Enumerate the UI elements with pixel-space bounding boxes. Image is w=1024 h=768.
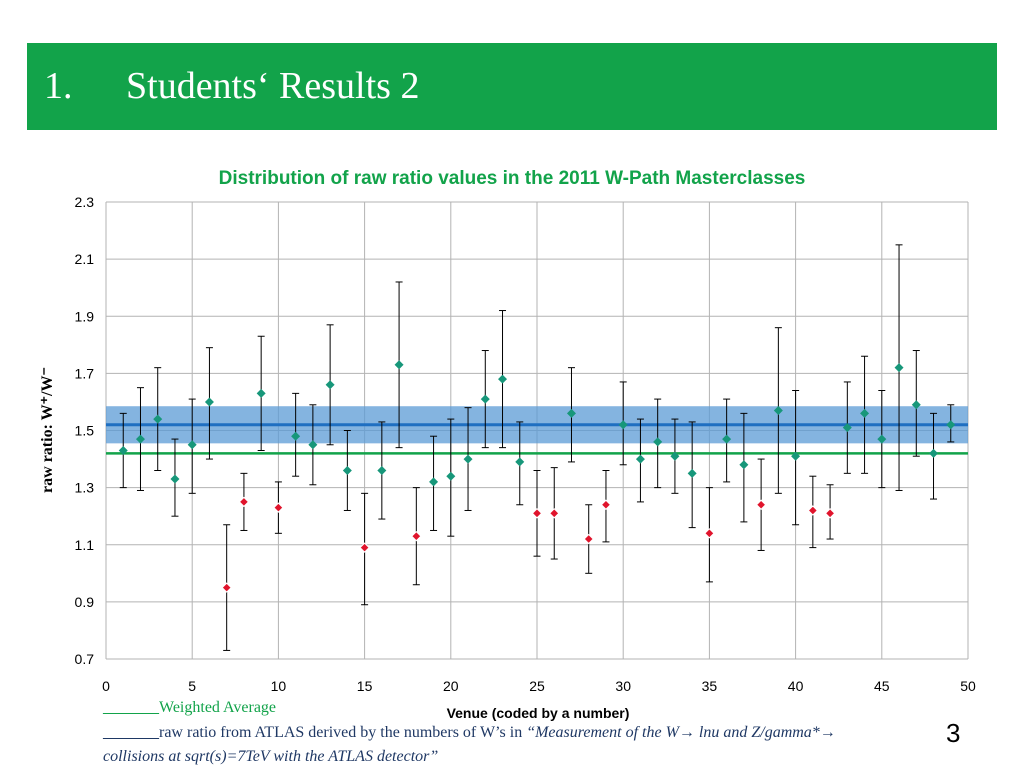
low-result-marker <box>359 542 370 553</box>
y-tick-label: 1.1 <box>75 537 95 553</box>
student-result-marker <box>187 440 197 450</box>
student-result-marker <box>842 423 852 433</box>
low-result-marker <box>704 528 715 539</box>
y-tick-label: 0.7 <box>75 651 95 667</box>
student-result-marker <box>946 420 956 430</box>
x-tick-label: 5 <box>188 678 196 694</box>
low-result-marker <box>411 530 422 542</box>
low-result-marker <box>531 508 543 519</box>
tick-labels: 0.7 0.9 1.1 1.3 1.5 1.7 1.9 2.1 2.3 0 5 10 15 20 25 30 3… <box>75 194 976 694</box>
low-result-marker <box>549 508 560 519</box>
student-result-marker <box>687 468 697 478</box>
student-result-marker <box>670 451 680 461</box>
student-result-marker <box>377 465 387 475</box>
y-tick-label: 1.3 <box>75 480 95 496</box>
low-result-marker <box>600 499 612 510</box>
page-number: 3 <box>946 718 961 748</box>
student-result-marker <box>929 448 939 458</box>
x-axis-label: Venue (coded by a number) <box>447 705 630 721</box>
student-result-marker <box>739 460 749 470</box>
x-tick-label: 25 <box>529 678 545 694</box>
x-tick-label: 50 <box>960 678 976 694</box>
student-result-marker <box>911 400 921 410</box>
y-tick-label: 1.7 <box>75 365 95 381</box>
student-result-marker <box>256 388 266 398</box>
low-result-marker <box>238 496 250 508</box>
legend-atlas-citation: “Measurement of the W→ lnu and Z/gamma*→ <box>526 724 836 741</box>
student-result-marker <box>291 431 301 441</box>
reference-lines <box>106 406 968 455</box>
student-result-marker <box>894 363 904 373</box>
student-result-marker <box>860 408 870 418</box>
student-result-marker <box>618 420 628 430</box>
chart-title: Distribution of raw ratio values in the … <box>219 168 806 189</box>
student-result-marker <box>480 394 490 404</box>
student-result-marker <box>118 445 128 455</box>
y-tick-label: 0.9 <box>75 594 95 610</box>
legend-weighted-average: _______Weighted Average <box>103 699 276 717</box>
legend-atlas-ratio: _______raw ratio from ATLAS derived by t… <box>103 724 836 742</box>
low-result-marker <box>583 533 594 545</box>
slide-number: 1. <box>44 65 73 107</box>
student-result-marker <box>170 474 180 484</box>
x-tick-label: 45 <box>874 678 890 694</box>
student-result-marker <box>498 374 508 384</box>
student-result-marker <box>394 360 404 370</box>
legend-atlas-citation-line2: collisions at sqrt(s)=7TeV with the ATLA… <box>103 748 439 765</box>
x-tick-label: 40 <box>788 678 804 694</box>
x-tick-label: 0 <box>102 678 110 694</box>
legend-weighted-blank: _______ <box>103 699 159 716</box>
student-result-marker <box>429 477 439 487</box>
low-result-marker <box>807 505 819 516</box>
student-result-marker <box>135 434 145 444</box>
x-tick-label: 10 <box>271 678 287 694</box>
title-bar <box>27 43 997 130</box>
student-result-marker <box>877 434 887 444</box>
slide-title: Students‘ Results 2 <box>126 65 420 107</box>
student-result-marker <box>635 454 645 464</box>
student-result-marker <box>204 397 214 407</box>
y-tick-label: 1.5 <box>75 423 95 439</box>
low-result-marker <box>824 508 836 519</box>
legend-atlas-blank: _______ <box>103 724 159 741</box>
low-result-marker <box>755 499 767 510</box>
student-result-marker <box>308 440 318 450</box>
low-result-marker <box>273 502 284 513</box>
x-tick-label: 35 <box>702 678 718 694</box>
y-tick-label: 1.9 <box>75 308 95 324</box>
y-tick-label: 2.3 <box>75 194 95 210</box>
student-result-marker <box>773 406 783 416</box>
student-result-marker <box>342 465 352 475</box>
x-tick-label: 20 <box>443 678 459 694</box>
student-result-marker <box>722 434 732 444</box>
student-result-marker <box>446 471 456 481</box>
student-result-marker <box>653 437 663 447</box>
student-result-marker <box>566 408 576 418</box>
student-result-marker <box>515 457 525 467</box>
student-result-marker <box>791 451 801 461</box>
low-result-marker <box>221 582 232 593</box>
student-result-marker <box>463 454 473 464</box>
x-tick-label: 15 <box>357 678 373 694</box>
legend-atlas-text: raw ratio from ATLAS derived by the numb… <box>159 724 527 741</box>
student-result-marker <box>325 380 335 390</box>
legend-weighted-label: Weighted Average <box>159 699 277 716</box>
y-axis-label: raw ratio: W⁺/W⁻ <box>39 367 56 493</box>
ratio-chart: Distribution of raw ratio values in the … <box>39 168 976 721</box>
y-tick-label: 2.1 <box>75 251 95 267</box>
student-result-marker <box>153 414 163 424</box>
x-tick-label: 30 <box>615 678 631 694</box>
data-points <box>118 244 956 651</box>
